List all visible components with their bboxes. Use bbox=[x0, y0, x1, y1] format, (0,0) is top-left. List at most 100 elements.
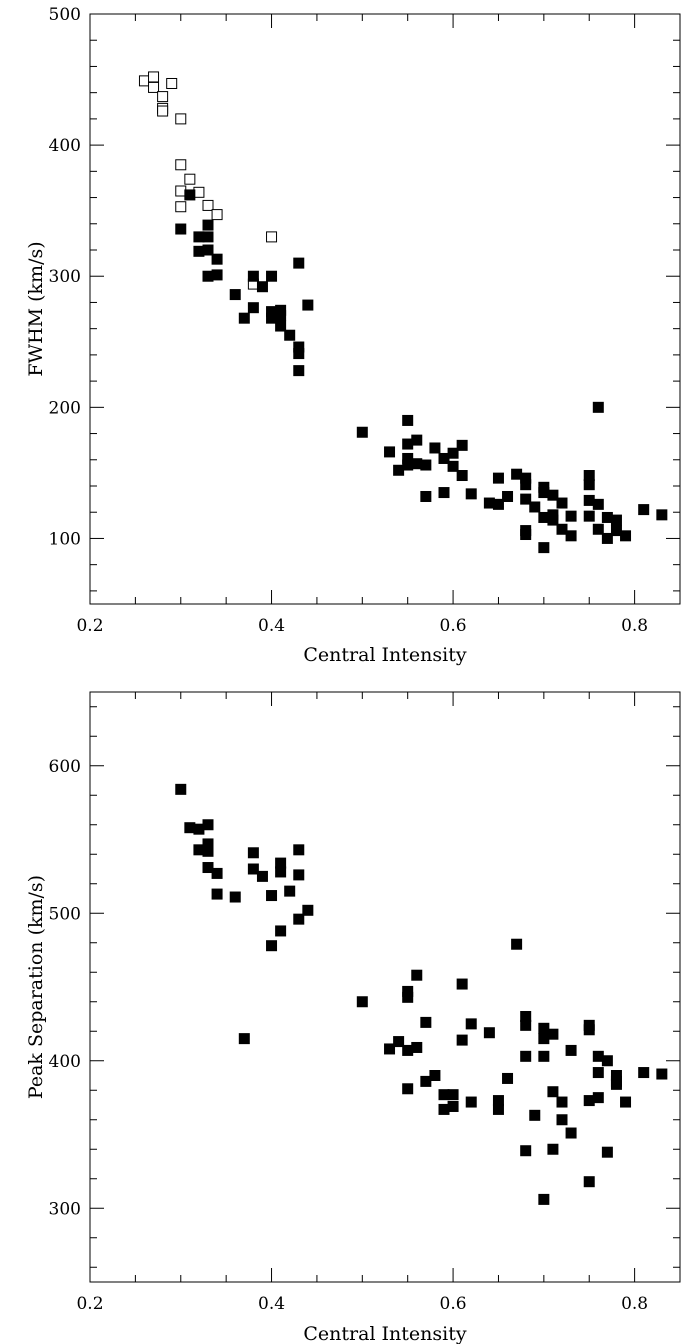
filled-square-point bbox=[420, 1075, 432, 1087]
filled-square-point bbox=[411, 434, 423, 446]
filled-square-point bbox=[266, 312, 278, 324]
filled-square-point bbox=[610, 525, 622, 537]
filled-square-point bbox=[502, 1072, 514, 1084]
open-square-point bbox=[138, 75, 150, 87]
open-square-point bbox=[148, 71, 160, 83]
filled-square-point bbox=[465, 488, 477, 500]
open-square-point bbox=[193, 186, 205, 198]
filled-square-point bbox=[601, 511, 613, 523]
filled-square-point bbox=[601, 1055, 613, 1067]
peak-separation-vs-central-intensity-plot: 0.2 0.4 0.6 0.8 300 400 500 600 Central Intensit… bbox=[25, 691, 681, 1344]
filled-square-point bbox=[356, 426, 368, 438]
filled-square-point bbox=[438, 487, 450, 499]
filled-square-point bbox=[247, 302, 259, 314]
y-axis-label: FWHM (km/s) bbox=[25, 241, 47, 376]
filled-square-point bbox=[384, 446, 396, 458]
filled-square-point bbox=[620, 1096, 632, 1108]
filled-square-point bbox=[229, 891, 241, 903]
filled-square-point bbox=[429, 1070, 441, 1081]
y-tick-label: 100 bbox=[49, 529, 81, 549]
filled-square-point bbox=[556, 497, 568, 509]
filled-square-point bbox=[420, 1016, 432, 1028]
y-tick-label: 300 bbox=[49, 1199, 81, 1219]
filled-square-point bbox=[456, 470, 468, 482]
filled-square-point bbox=[583, 479, 595, 491]
plot-frame bbox=[89, 13, 681, 605]
filled-square-point bbox=[420, 459, 432, 471]
filled-square-point bbox=[465, 1096, 477, 1108]
filled-square-point bbox=[184, 822, 196, 834]
filled-square-point bbox=[520, 1145, 532, 1157]
filled-square-point bbox=[556, 1114, 568, 1126]
filled-square-point bbox=[275, 320, 287, 332]
filled-square-point bbox=[438, 1103, 450, 1115]
filled-square-point bbox=[202, 244, 214, 256]
filled-square-point bbox=[202, 219, 214, 231]
filled-square-point bbox=[238, 1033, 250, 1045]
filled-square-point bbox=[411, 969, 423, 981]
filled-square-point bbox=[456, 439, 468, 451]
filled-square-point bbox=[293, 844, 305, 856]
filled-square-point bbox=[592, 1050, 604, 1062]
filled-square-point bbox=[556, 523, 568, 535]
filled-square-point bbox=[393, 464, 405, 476]
filled-square-point bbox=[538, 1033, 550, 1045]
open-square-point bbox=[184, 173, 196, 185]
filled-square-point bbox=[275, 310, 287, 322]
filled-square-point bbox=[238, 312, 250, 324]
y-tick-label: 300 bbox=[49, 267, 81, 287]
filled-square-point bbox=[547, 489, 559, 501]
filled-square-point bbox=[211, 269, 223, 281]
filled-square-point bbox=[184, 189, 196, 201]
filled-square-point bbox=[402, 1044, 414, 1056]
filled-square-point bbox=[402, 991, 414, 1003]
filled-square-point bbox=[266, 270, 278, 282]
filled-square-point bbox=[538, 511, 550, 523]
y-tick-label: 200 bbox=[49, 398, 81, 418]
filled-square-point bbox=[193, 844, 205, 856]
filled-square-point bbox=[402, 459, 414, 471]
filled-square-point bbox=[456, 978, 468, 990]
x-tick-label: 0.6 bbox=[440, 616, 467, 636]
filled-square-point bbox=[211, 867, 223, 879]
filled-square-point bbox=[211, 253, 223, 265]
x-tick-label: 0.4 bbox=[258, 616, 285, 636]
filled-square-point bbox=[266, 940, 278, 952]
filled-square-point bbox=[583, 1176, 595, 1188]
filled-square-point bbox=[202, 819, 214, 831]
filled-square-point bbox=[284, 329, 296, 341]
plot-frame bbox=[89, 691, 681, 1283]
x-axis-label: Central Intensity bbox=[303, 644, 467, 666]
x-tick-label: 0.2 bbox=[76, 616, 103, 636]
x-tick-label: 0.8 bbox=[621, 616, 648, 636]
y-tick-label: 500 bbox=[49, 5, 81, 25]
filled-square-point bbox=[275, 925, 287, 937]
filled-square-point bbox=[601, 1146, 613, 1158]
y-tick-label: 400 bbox=[49, 1052, 81, 1072]
filled-square-point bbox=[202, 270, 214, 282]
filled-square-point bbox=[411, 458, 423, 470]
filled-square-point bbox=[202, 231, 214, 243]
filled-square-point bbox=[293, 913, 305, 925]
open-square-point bbox=[175, 201, 187, 213]
filled-square-point bbox=[447, 460, 459, 472]
filled-square-point bbox=[583, 470, 595, 482]
x-tick-label: 0.4 bbox=[258, 1294, 285, 1314]
filled-square-point bbox=[247, 270, 259, 282]
filled-square-point bbox=[420, 490, 432, 502]
filled-square-point bbox=[538, 1193, 550, 1205]
filled-square-point bbox=[565, 1044, 577, 1056]
filled-square-point bbox=[483, 497, 495, 509]
filled-square-point bbox=[492, 472, 504, 484]
x-tick-label: 0.6 bbox=[440, 1294, 467, 1314]
filled-square-point bbox=[411, 1041, 423, 1053]
filled-square-point bbox=[211, 888, 223, 900]
filled-square-point bbox=[247, 847, 259, 859]
filled-square-point bbox=[193, 823, 205, 835]
filled-square-point bbox=[592, 1092, 604, 1104]
open-square-point bbox=[148, 81, 160, 93]
filled-square-point bbox=[438, 1089, 450, 1101]
y-tick-label: 600 bbox=[49, 757, 81, 777]
filled-square-point bbox=[447, 1089, 459, 1101]
filled-square-point bbox=[293, 869, 305, 881]
